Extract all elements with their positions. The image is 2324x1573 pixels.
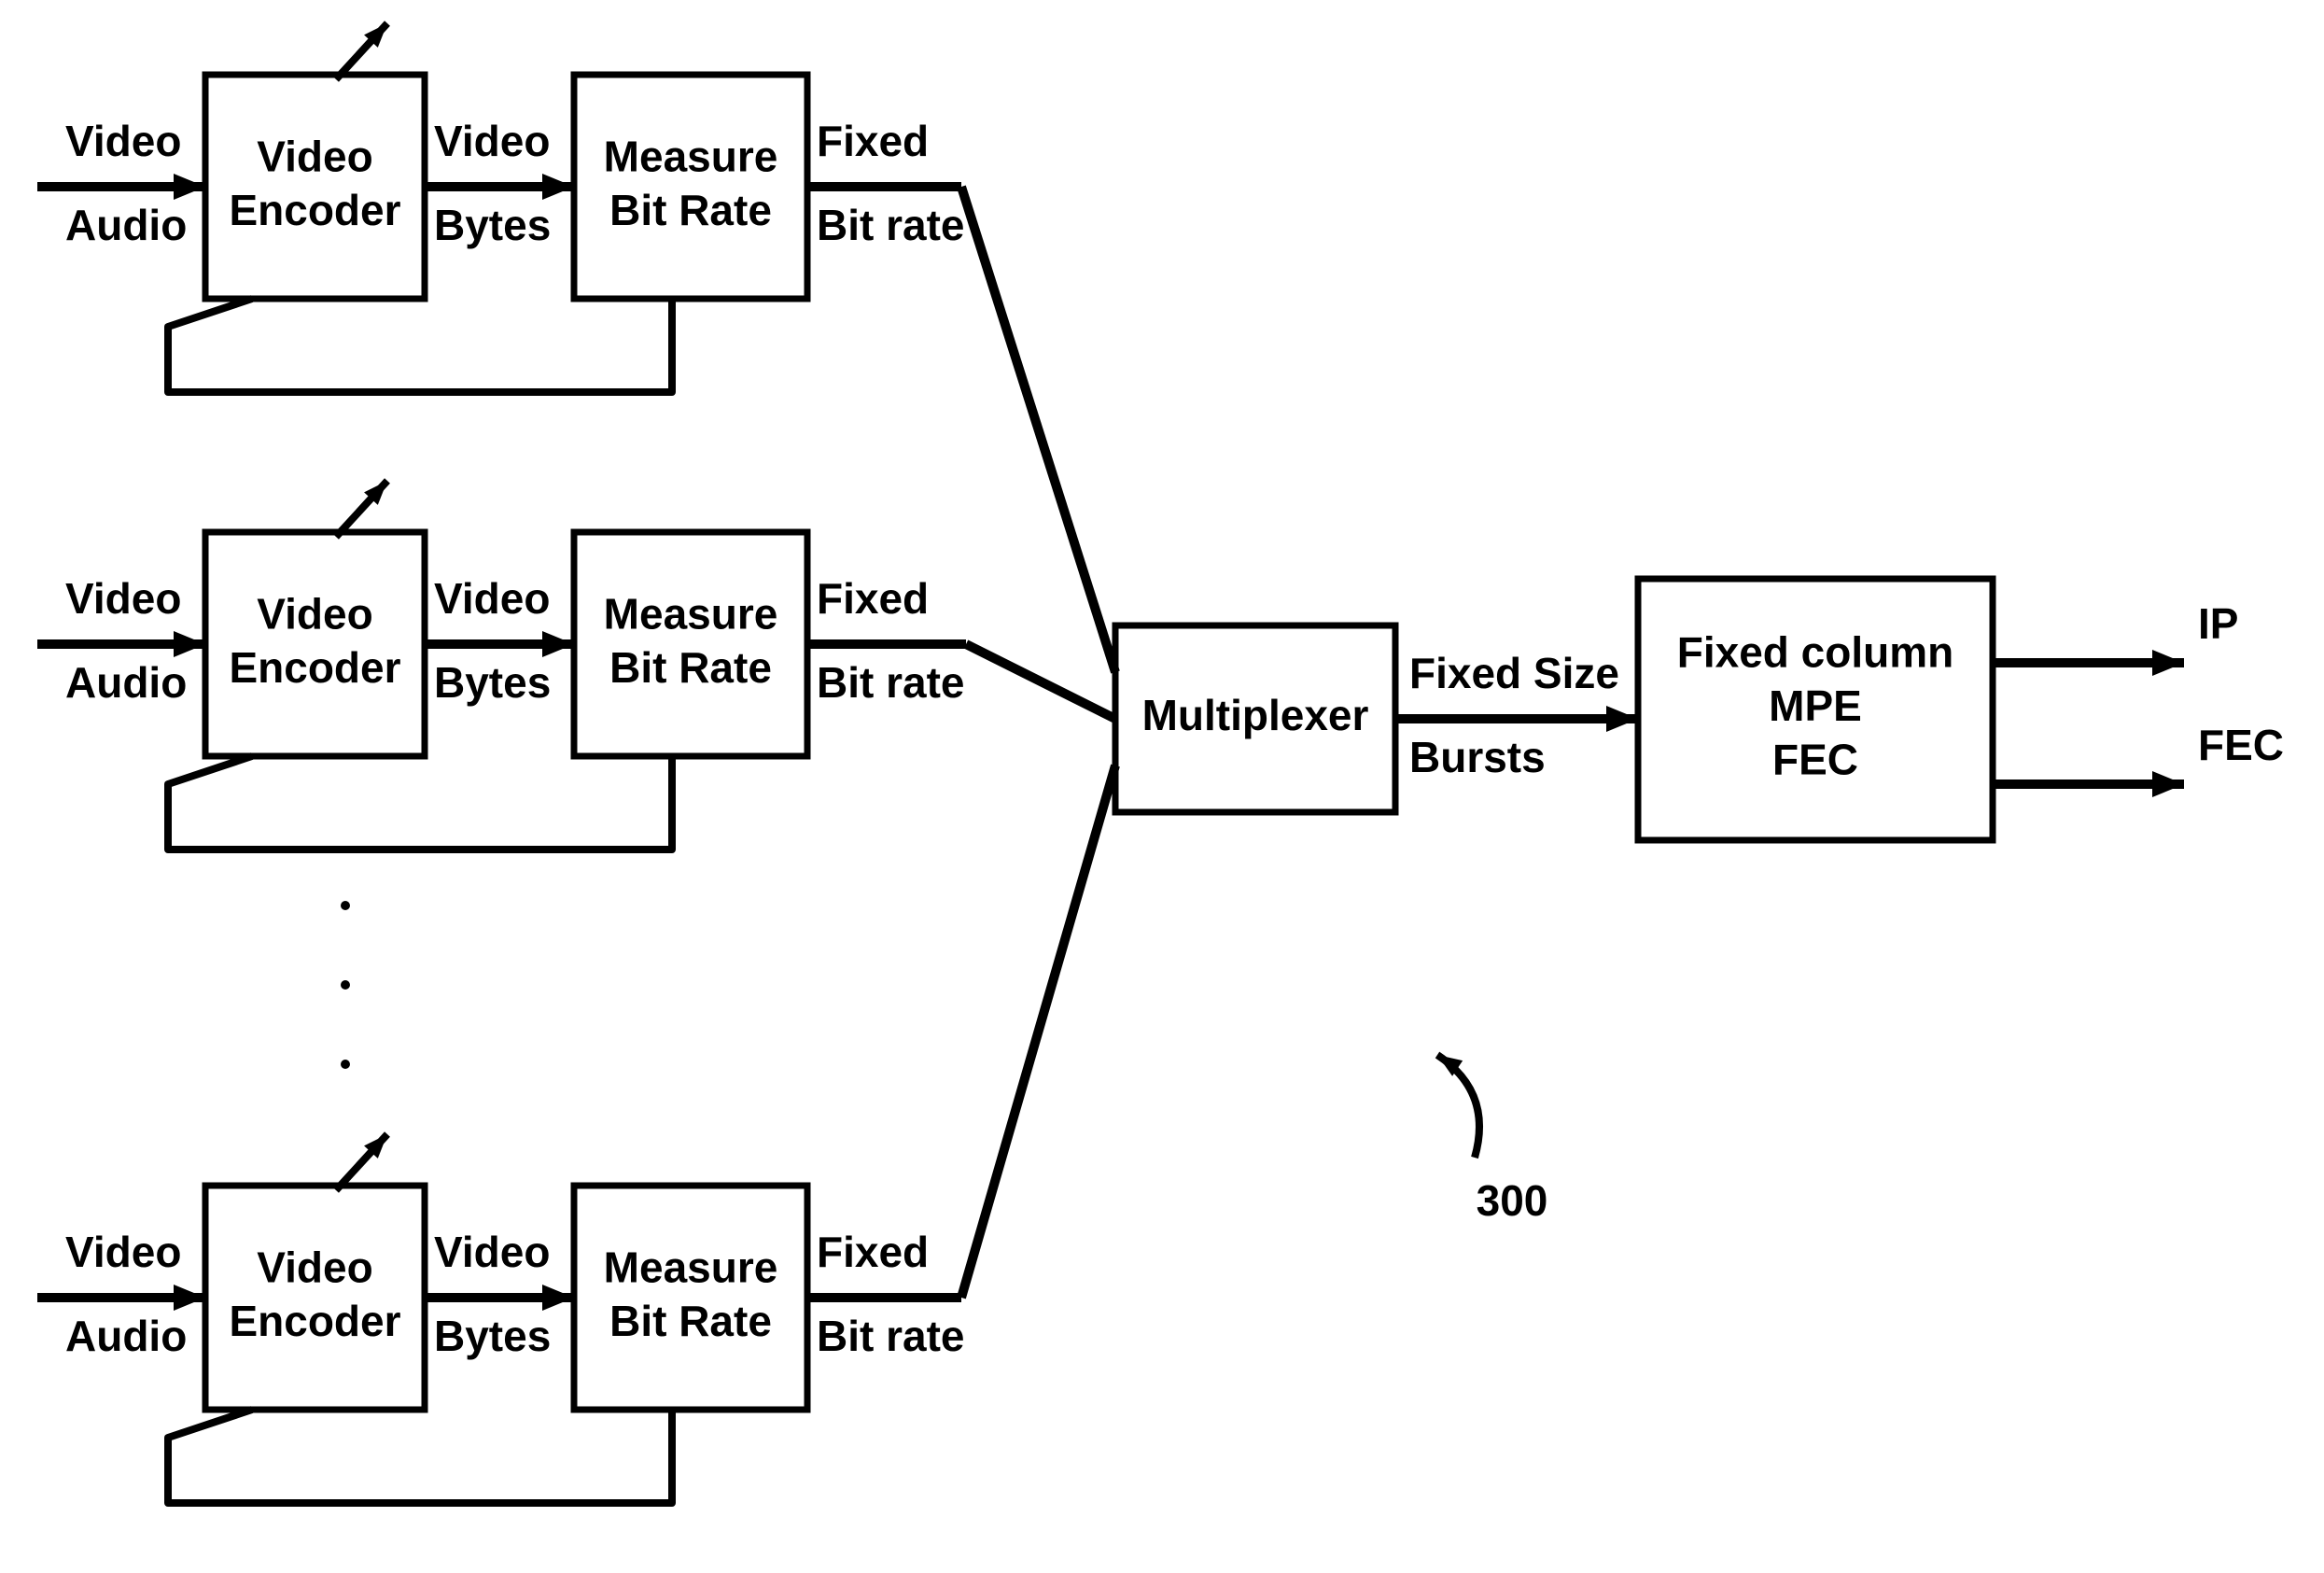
mux-out-label: Bursts	[1409, 733, 1546, 781]
arrowhead	[174, 631, 205, 657]
arrowhead	[542, 631, 574, 657]
node-label-enc3: Encoder	[229, 1297, 400, 1345]
mux-out-label: Fixed Size	[1409, 649, 1619, 697]
out-label: Bit rate	[817, 1312, 964, 1360]
out-label: Bit rate	[817, 658, 964, 707]
arrowhead	[2152, 650, 2184, 676]
node-label-mbr2: Measure	[604, 589, 778, 638]
input-label: Video	[65, 117, 181, 165]
input-label: Video	[65, 1228, 181, 1276]
mid-label: Video	[434, 574, 550, 623]
fec-output-label: FEC	[2198, 721, 2284, 769]
edge	[961, 187, 1115, 672]
arrowhead	[174, 1285, 205, 1311]
node-label-mbr3: Bit Rate	[609, 1297, 772, 1345]
out-label: Fixed	[817, 574, 929, 623]
arrowhead	[174, 174, 205, 200]
node-label-mbr2: Bit Rate	[609, 643, 772, 692]
out-label: Fixed	[817, 117, 929, 165]
input-label: Audio	[65, 1312, 187, 1360]
feedback-loop	[168, 756, 672, 850]
mid-label: Video	[434, 117, 550, 165]
input-label: Video	[65, 574, 181, 623]
node-label-mbr1: Bit Rate	[609, 186, 772, 234]
node-label-fec: Fixed column	[1677, 628, 1953, 677]
input-label: Audio	[65, 658, 187, 707]
arrowhead	[2152, 771, 2184, 797]
node-label-enc2: Video	[257, 589, 372, 638]
feedback-loop	[168, 1410, 672, 1503]
mid-label: Bytes	[434, 201, 551, 249]
fec-output-label: IP	[2198, 599, 2238, 648]
ellipsis-dot	[341, 980, 350, 990]
node-label-mux: Multiplexer	[1142, 691, 1369, 739]
feedback-loop	[168, 299, 672, 392]
mid-label: Video	[434, 1228, 550, 1276]
out-label: Fixed	[817, 1228, 929, 1276]
node-label-fec: FEC	[1772, 736, 1858, 784]
node-label-mbr3: Measure	[604, 1243, 778, 1291]
ellipsis-dot	[341, 901, 350, 910]
input-label: Audio	[65, 201, 187, 249]
arrowhead	[542, 1285, 574, 1311]
node-label-mbr1: Measure	[604, 132, 778, 180]
arrowhead	[542, 174, 574, 200]
edge	[961, 765, 1115, 1298]
node-label-enc3: Video	[257, 1243, 372, 1291]
arrowhead	[1606, 706, 1638, 732]
ellipsis-dot	[341, 1060, 350, 1069]
node-label-fec: MPE	[1769, 681, 1862, 730]
node-label-enc1: Encoder	[229, 186, 400, 234]
edge	[966, 644, 1115, 719]
ref-arrow	[1437, 1055, 1479, 1158]
node-label-enc1: Video	[257, 132, 372, 180]
node-label-enc2: Encoder	[229, 643, 400, 692]
ref-label: 300	[1477, 1176, 1548, 1225]
mid-label: Bytes	[434, 1312, 551, 1360]
mid-label: Bytes	[434, 658, 551, 707]
out-label: Bit rate	[817, 201, 964, 249]
